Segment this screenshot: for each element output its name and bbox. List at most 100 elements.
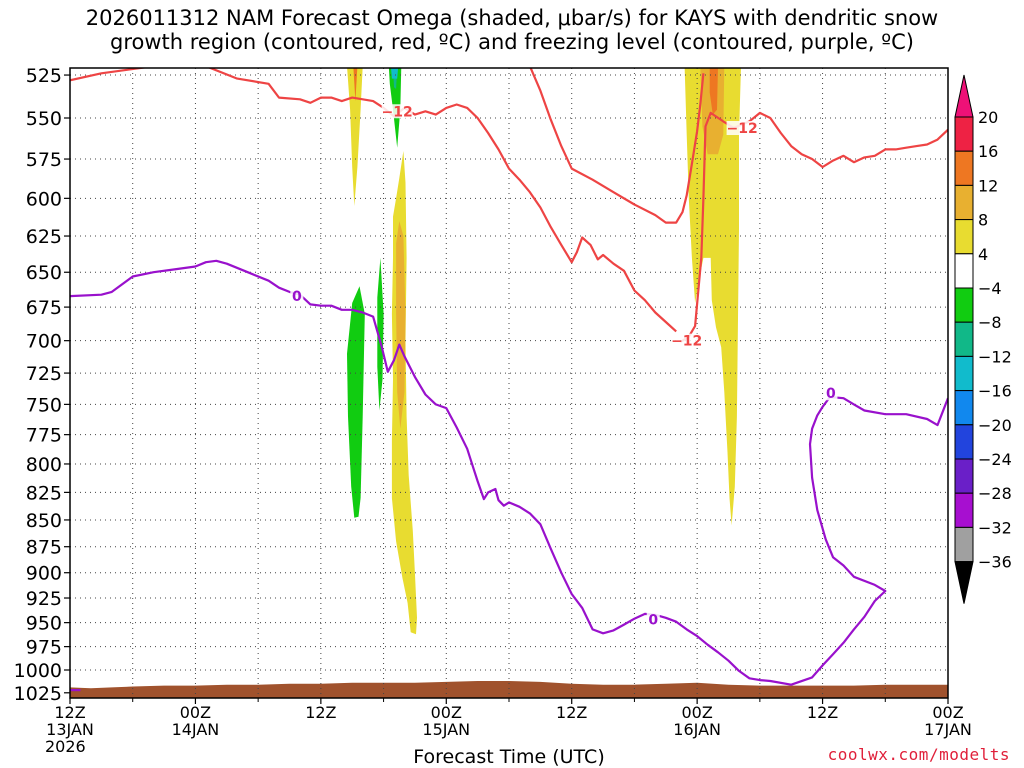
y-tick-label: 625: [26, 226, 62, 248]
x-tick-label: 00Z: [431, 703, 462, 722]
y-tick-label: 825: [26, 482, 62, 504]
y-tick-label: 750: [26, 394, 62, 416]
y-tick-label: 775: [26, 425, 62, 447]
freezing-contour-label-bg: [646, 612, 660, 627]
y-tick-label: 600: [26, 188, 62, 210]
x-tick-label: 00Z: [932, 703, 963, 722]
colorbar-box: [954, 526, 974, 563]
colorbar-box: [954, 253, 974, 289]
credit-text: coolwx.com/modelts: [827, 745, 1010, 764]
omega-region-pos-4-8: [347, 68, 363, 206]
dgz-contour-label-bg: [671, 333, 703, 348]
omega-region-neg-4-8: [377, 257, 384, 411]
colorbar-label: −28: [978, 484, 1012, 503]
dgz-contour-label: −12: [382, 104, 413, 120]
y-tick-label: 950: [26, 613, 62, 635]
y-tick-label: 850: [26, 510, 62, 532]
colorbar-label: −36: [978, 553, 1012, 572]
colorbar-box: [954, 184, 974, 221]
contours: −12 −12 −12 0 0 0: [70, 68, 948, 692]
freezing-contour-label-bg: [290, 289, 304, 304]
dgz-contour-label: −12: [671, 334, 702, 350]
title-line-1: 2026011312 NAM Forecast Omega (shaded, μ…: [85, 6, 939, 30]
colorbar-label: 20: [978, 108, 998, 127]
axes: 525 550 575 600 625 650 675 700 725 750 775 800 825 8…: [14, 65, 972, 756]
colorbar-top-arrow: [954, 74, 974, 118]
x-tick-label: 17JAN: [924, 720, 972, 739]
x-axis-label: Forecast Time (UTC): [413, 746, 604, 768]
omega-region-pos-12-16: [353, 68, 358, 102]
colorbar-label: 4: [978, 245, 988, 264]
colorbar-label: −4: [978, 279, 1002, 298]
colorbar-label: −20: [978, 416, 1012, 435]
grid: [70, 68, 948, 698]
chart-title: 2026011312 NAM Forecast Omega (shaded, μ…: [0, 6, 1024, 54]
colorbar-box: [954, 116, 974, 152]
colorbar-label: −16: [978, 382, 1012, 401]
y-tick-label: 525: [26, 65, 62, 87]
colorbar-box: [954, 321, 974, 357]
colorbar-box: [954, 219, 974, 255]
x-tick-label: 14JAN: [172, 720, 220, 739]
x-tick-label: 15JAN: [422, 720, 470, 739]
y-tick-label: 675: [26, 297, 62, 319]
y-tick-label: 700: [26, 331, 62, 353]
colorbar-box: [954, 492, 974, 528]
omega-region-pos-12-16: [709, 68, 718, 115]
y-tick-label: 900: [26, 563, 62, 585]
colorbar-box: [954, 390, 974, 426]
freezing-contour-label: 0: [826, 386, 836, 402]
freezing-contour-label-bg: [824, 386, 838, 401]
colorbar-label: 16: [978, 142, 998, 161]
omega-region-pos-8-12: [396, 221, 406, 429]
x-tick-label: 12Z: [556, 703, 587, 722]
y-tick-label: 1000: [14, 660, 62, 682]
x-tick-label: 00Z: [681, 703, 712, 722]
x-tick-label: 12Z: [807, 703, 838, 722]
freezing-level-line: [70, 259, 948, 686]
omega-region-pos-4-8: [391, 151, 417, 635]
freezing-contour-label: 0: [292, 289, 302, 305]
colorbar-label: −8: [978, 313, 1002, 332]
omega-region-neg-12-16: [391, 68, 399, 79]
colorbar-label: −12: [978, 347, 1012, 366]
colorbar-box: [954, 287, 974, 323]
y-tick-label: 550: [26, 108, 62, 130]
dgz-contour-line: [529, 68, 705, 224]
dgz-contour-label: −12: [726, 121, 757, 137]
dgz-contour-label-bg: [381, 104, 413, 119]
colorbar-label: 12: [978, 176, 998, 195]
colorbar-label: −32: [978, 518, 1012, 537]
y-tick-label: 575: [26, 149, 62, 171]
colorbar-box: [954, 150, 974, 186]
dgz-contour-line: [679, 111, 948, 343]
colorbar-box: [954, 355, 974, 392]
y-tick-label: 725: [26, 363, 62, 385]
colorbar-box: [954, 424, 974, 460]
terrain: [70, 681, 948, 698]
colorbar-box: [954, 458, 974, 494]
x-tick-label: 12Z: [54, 703, 85, 722]
x-tick-label: 00Z: [180, 703, 211, 722]
x-tick-label: 12Z: [305, 703, 336, 722]
y-tick-label: 800: [26, 454, 62, 476]
omega-region-neg-4-8: [347, 286, 365, 518]
colorbar: 20 16 12 8 4 −4 −8 −12 −16 −20 −24 −28 −32 −36: [954, 74, 1012, 604]
omega-shading: [347, 68, 741, 635]
x-tick-label: 16JAN: [673, 720, 721, 739]
colorbar-label: −24: [978, 450, 1012, 469]
y-tick-label: 925: [26, 588, 62, 610]
y-tick-label: 1025: [14, 683, 62, 705]
title-line-2: growth region (contoured, red, ºC) and f…: [110, 30, 914, 54]
y-tick-label: 650: [26, 262, 62, 284]
x-tick-label: 13JAN: [46, 720, 94, 739]
x-tick-label: 2026: [45, 737, 86, 756]
terrain-fill: [70, 681, 948, 698]
colorbar-bottom-arrow: [954, 561, 974, 604]
y-tick-label: 975: [26, 637, 62, 659]
y-tick-label: 875: [26, 537, 62, 559]
dgz-contour-label-bg: [726, 121, 758, 136]
omega-region-pos-4-8: [684, 68, 741, 526]
colorbar-label: 8: [978, 211, 988, 230]
